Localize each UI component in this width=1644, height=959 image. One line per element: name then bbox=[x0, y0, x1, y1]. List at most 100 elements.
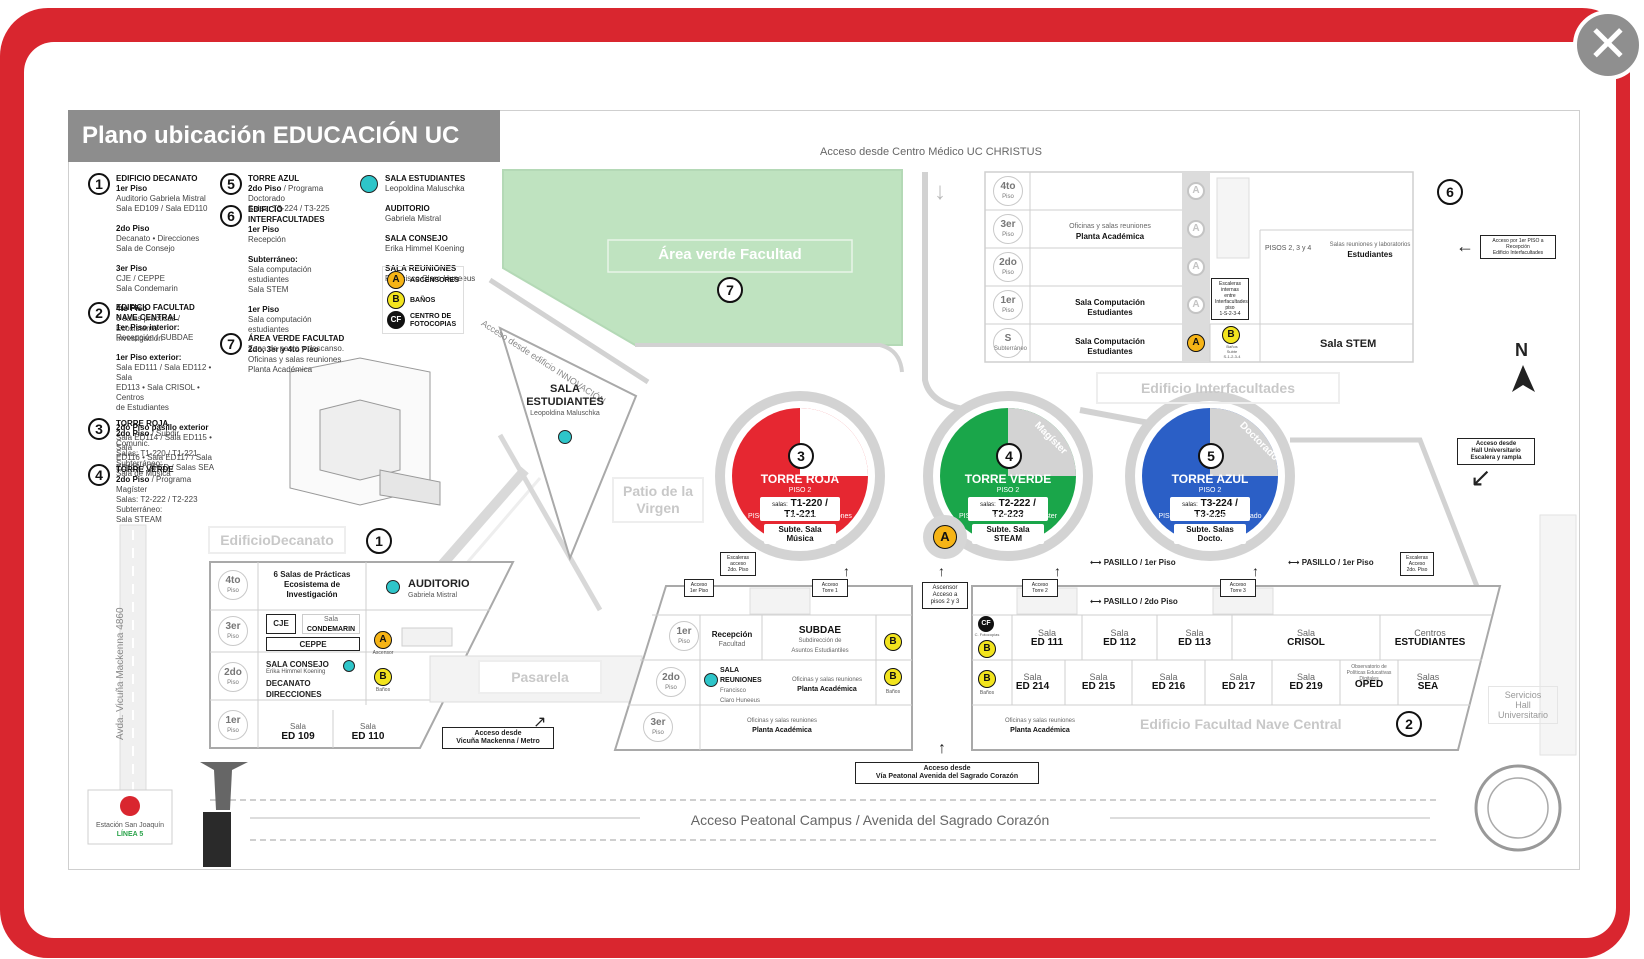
decanato-floor-1: 1er Piso bbox=[218, 710, 248, 740]
nave-banos-label-4: Baños bbox=[979, 690, 995, 696]
legend-num-5: 5 bbox=[220, 173, 242, 195]
oficinas-3-cell: Oficinas y salas reuniones Planta Académi… bbox=[746, 718, 818, 734]
nave-cf-badge: CF bbox=[978, 616, 994, 632]
sala-estudiantes-dot bbox=[558, 430, 572, 444]
legend-banos: BAÑOS bbox=[410, 297, 436, 304]
vicuna-access: Acceso desde Vicuña Mackenna / Metro bbox=[442, 727, 554, 749]
top-access-label: Acceso desde Centro Médico UC CHRISTUS bbox=[820, 146, 1042, 158]
interfac-comp-1: Sala Computación Estudiantes bbox=[1075, 298, 1145, 317]
legend-icons-box bbox=[382, 266, 464, 334]
direcciones-label: DIRECCIONES bbox=[266, 690, 322, 699]
decanato-ascensor-badge: A bbox=[374, 631, 392, 649]
interfac-banos-label: Baños Subte S-1-2-3-4 bbox=[1223, 344, 1241, 359]
torre-2-arrow: ↑ bbox=[1054, 563, 1061, 579]
auditorio-title: AUDITORIO bbox=[408, 578, 470, 590]
oficinas-2-cell: Oficinas y salas reuniones Planta Académi… bbox=[791, 677, 863, 693]
reuniones-dot bbox=[704, 673, 718, 687]
pasarela-label: Pasarela bbox=[478, 660, 602, 694]
area-verde-num: 7 bbox=[717, 277, 743, 303]
sala-reuniones-cell: SALA REUNIONES Francisco Claro Huneeus bbox=[720, 667, 762, 704]
torre-verde-num: 4 bbox=[996, 443, 1022, 469]
consejo-title: SALA CONSEJO bbox=[266, 660, 329, 669]
nave-banos-label-2: Baños bbox=[885, 689, 901, 695]
legend-num-6: 6 bbox=[220, 205, 242, 227]
nave-floor-2: 2do Piso bbox=[656, 667, 686, 697]
ascensor-mid-label: Ascensor Acceso a pisos 2 y 3 bbox=[922, 582, 968, 609]
north-label: N bbox=[1515, 340, 1528, 360]
torre-2-access: Acceso Torre 2 bbox=[1022, 579, 1058, 597]
interfac-ascensor-1: A bbox=[1187, 296, 1205, 314]
legend-torre-roja: TORRE ROJA 2do Piso / Subdir. Comunic. Sal… bbox=[116, 419, 198, 478]
torre-roja-piso: PISO 2 bbox=[788, 487, 812, 494]
condemarin-box: Sala CONDEMARIN bbox=[302, 614, 360, 634]
interfac-oficinas: Oficinas y salas reuniones Planta Académi… bbox=[1069, 223, 1151, 241]
interfac-num: 6 bbox=[1437, 179, 1463, 205]
interfac-floor-4: 4to Piso bbox=[993, 176, 1023, 206]
legend-num-1: 1 bbox=[88, 173, 110, 195]
decanato-floor-2: 2do Piso bbox=[218, 662, 248, 692]
torre-verde-name: TORRE VERDE bbox=[964, 472, 1052, 486]
decanato-floor-4: 4to Piso bbox=[218, 570, 248, 600]
nave-fotocopias-label: C. Fotocopias bbox=[974, 632, 1000, 637]
path-decanato-green bbox=[497, 433, 603, 612]
patio-label: Patio de la Virgen bbox=[612, 477, 704, 523]
area-verde-label: Área verde Facultad bbox=[658, 246, 802, 263]
room-ed216: Sala ED 216 bbox=[1151, 672, 1186, 692]
room-ed214: Sala ED 214 bbox=[1015, 672, 1050, 692]
room-oped: Observatorio de Políticas Educativas Dig… bbox=[1346, 664, 1392, 690]
torre-verde-sub: Subte. Sala STEAM bbox=[972, 524, 1044, 544]
area-verde-label-box bbox=[607, 239, 853, 273]
room-ed215: Sala ED 215 bbox=[1081, 672, 1116, 692]
interfac-reuniones: Salas reuniones y laboratorios Estudiante… bbox=[1329, 242, 1411, 259]
torre-roja-salas: salas: T1-220 / T1-221 bbox=[760, 497, 840, 521]
ceppe-box: CEPPE bbox=[266, 637, 360, 651]
legend-num-4: 4 bbox=[88, 464, 110, 486]
decanato-label-room: DECANATO bbox=[266, 679, 311, 688]
ascensor-mid-arrow: ↑ bbox=[938, 563, 945, 579]
recepcion-access: Acceso por 1er PISO a Recepción Edificio… bbox=[1480, 235, 1556, 259]
nave-banos-badge-4: B bbox=[978, 670, 996, 688]
interfac-floor-2: 2do Piso bbox=[993, 252, 1023, 282]
decanato-practicas: 6 Salas de Prácticas Ecosistema de Invest… bbox=[273, 570, 351, 599]
escaleras-acceso: Escaleras acceso 2do. Piso bbox=[720, 552, 756, 576]
decanato-banos-label: Baños bbox=[375, 687, 391, 693]
torre-1-access: Acceso Torre 1 bbox=[812, 579, 848, 597]
room-ed219: Sala ED 219 bbox=[1289, 672, 1323, 692]
interfac-ascensor-4: A bbox=[1187, 182, 1205, 200]
via-peatonal-access: Acceso desde Vía Peatonal Avenida del Sa… bbox=[855, 762, 1039, 784]
decanato-ascensor-label: Ascensor bbox=[372, 650, 394, 656]
subdae-cell: SUBDAE Subdirección de Asuntos Estudianti… bbox=[791, 625, 849, 655]
torre-roja-white-wedge bbox=[800, 408, 868, 476]
torre-azul-grey-wedge bbox=[1210, 408, 1278, 476]
path-curve-left bbox=[635, 343, 904, 373]
nave-central-right bbox=[971, 585, 1502, 751]
interfac-ascensor-3: A bbox=[1187, 220, 1205, 238]
recepcion-cell: Recepción Facultad bbox=[711, 630, 753, 648]
hall-arrow: ↙ bbox=[1470, 462, 1492, 492]
torre-verde-salas: salas: T2-222 / T2-223 bbox=[968, 497, 1048, 521]
torre-verde-line: PISO 1 / Programa de Magíster bbox=[958, 513, 1058, 520]
legend-num-3: 3 bbox=[88, 418, 110, 440]
legend-ascensores: ASCENSORES bbox=[410, 277, 460, 284]
decanato-num: 1 bbox=[366, 528, 392, 554]
vicuna-arrow: ↗ bbox=[533, 714, 547, 731]
decanato-label: EdificioDecanato bbox=[208, 526, 346, 554]
nave-central-label: Edificio Facultad Nave Central bbox=[1140, 716, 1342, 732]
torre-azul-line: PISO 1 / Programa de Doctorado bbox=[1158, 513, 1262, 520]
room-ed112: Sala ED 112 bbox=[1103, 628, 1136, 648]
legend-num-7: 7 bbox=[220, 333, 242, 355]
close-button[interactable]: ✕ bbox=[1573, 10, 1643, 80]
legend-torre-verde: TORRE VERDE 2do Piso / Programa Magíster S… bbox=[116, 465, 198, 524]
north-arrow bbox=[1512, 365, 1535, 392]
legend-interfacultades: EDIFICIO INTERFACULTADES 1er Piso Recepción… bbox=[248, 205, 342, 374]
consejo-sub: Erika Himmel Koening bbox=[266, 669, 326, 675]
torre-3-access: Acceso Torre 3 bbox=[1220, 579, 1256, 597]
room-sea: Salas SEA bbox=[1416, 672, 1440, 692]
nave-floor-1: 1er Piso bbox=[669, 621, 699, 651]
torre-azul-salas: salas: T3-224 / T3-225 bbox=[1170, 497, 1250, 521]
interfac-banos-badge: B bbox=[1222, 326, 1240, 344]
room-ed109: Sala ED 109 bbox=[281, 722, 315, 742]
torre-roja-line: PISO 1 / Subdir. Comunicaciones bbox=[748, 513, 852, 520]
legend-badge-b: B bbox=[387, 291, 405, 309]
path-innovacion bbox=[488, 277, 650, 385]
